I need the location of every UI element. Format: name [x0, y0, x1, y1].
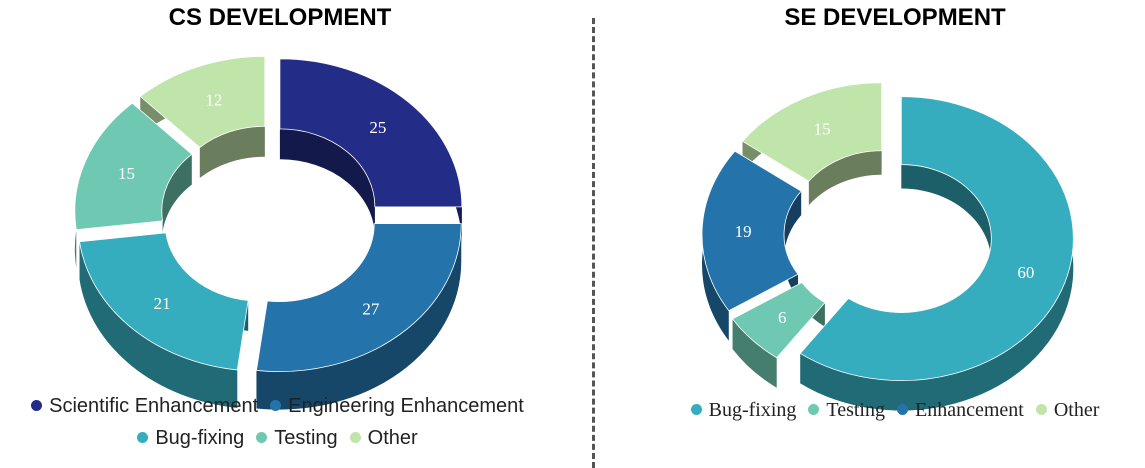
se-slice-side-testing: [732, 318, 777, 388]
se-legend-marker-enhancement: [896, 404, 908, 415]
cs-legend-row: Bug-fixing Testing Other: [0, 422, 555, 454]
se-data-label-bug-fixing: 60: [1017, 263, 1034, 282]
se-legend-label-other: Other: [1053, 399, 1100, 421]
cs-legend-marker-engineering-enhancement: [270, 400, 282, 411]
cs-slice-side-engineering-enhancement: [256, 223, 462, 410]
se-legend-item-enhancement: Enhancement: [896, 394, 1024, 426]
cs-development-panel: CS DEVELOPMENT 25 27 21 15 12 Scientific Enh…: [0, 4, 555, 454]
cs-legend-item-bug-fixing: Bug-fixing: [137, 422, 244, 454]
se-legend-label-testing: Testing: [826, 399, 885, 421]
cs-legend-item-scientific-enhancement: Scientific Enhancement: [31, 390, 258, 422]
se-slice-bug-fixing: [799, 96, 1074, 381]
cs-donut-chart: 25 27 21 15 12: [74, 55, 463, 410]
se-legend-label-enhancement: Enhancement: [914, 399, 1024, 421]
cs-legend-label-scientific-enhancement: Scientific Enhancement: [49, 395, 259, 417]
se-slice-inner-other: [808, 150, 882, 206]
se-donut-chart: 60 6 19 15: [701, 82, 1074, 411]
se-data-label-other: 15: [814, 120, 831, 139]
cs-slice-bug-fixing: [79, 232, 249, 371]
se-slice-side-bug-fixing: [800, 96, 1074, 411]
cs-legend-label-other: Other: [367, 427, 418, 449]
se-legend-item-bug-fixing: Bug-fixing: [690, 394, 797, 426]
se-chart-title: SE DEVELOPMENT: [784, 4, 1006, 31]
cs-data-label-engineering-enhancement: 27: [362, 299, 380, 318]
cs-legend-marker-other: [349, 432, 361, 443]
cs-slice-side-bug-fixing: [79, 241, 238, 408]
se-slice-enhancement: [701, 150, 802, 312]
cs-slice-testing: [74, 102, 193, 231]
se-legend-item-testing: Testing: [808, 394, 885, 426]
se-slice-testing: [731, 281, 826, 359]
cs-legend-item-engineering-enhancement: Engineering Enhancement: [270, 390, 524, 422]
se-legend-label-bug-fixing: Bug-fixing: [708, 399, 797, 421]
se-data-label-testing: 6: [778, 308, 787, 327]
se-data-label-enhancement: 19: [735, 222, 752, 241]
se-legend-item-other: Other: [1035, 394, 1100, 426]
cs-legend: Scientific Enhancement Engineering Enhanc…: [0, 390, 555, 454]
panel-divider: [592, 18, 595, 468]
cs-data-label-other: 12: [205, 90, 222, 109]
se-legend-marker-testing: [808, 404, 820, 415]
cs-chart-title: CS DEVELOPMENT: [168, 4, 392, 31]
cs-legend-label-engineering-enhancement: Engineering Enhancement: [288, 395, 524, 417]
cs-slice-scientific-enhancement: [279, 58, 463, 208]
se-legend-row: Bug-fixing Testing Enhancement Other: [640, 394, 1145, 426]
cs-data-label-testing: 15: [118, 164, 135, 183]
cs-legend-label-bug-fixing: Bug-fixing: [155, 427, 245, 449]
cs-slice-inner-testing: [161, 154, 192, 252]
se-legend: Bug-fixing Testing Enhancement Other: [640, 394, 1145, 426]
cs-legend-label-testing: Testing: [274, 427, 338, 449]
se-development-panel: SE DEVELOPMENT 60 6 19 15 Bug-fixing Testing…: [600, 0, 1145, 468]
cs-legend-marker-bug-fixing: [137, 432, 149, 443]
se-legend-marker-other: [1035, 404, 1047, 415]
cs-legend-item-testing: Testing: [256, 422, 338, 454]
cs-slice-other: [139, 55, 266, 148]
cs-slice-engineering-enhancement: [255, 223, 462, 373]
cs-data-label-scientific-enhancement: 25: [369, 118, 386, 137]
se-legend-marker-bug-fixing: [690, 404, 702, 415]
cs-legend-item-other: Other: [349, 422, 418, 454]
cs-slice-inner-scientific-enhancement: [279, 128, 375, 238]
cs-legend-row: Scientific Enhancement Engineering Enhanc…: [0, 390, 555, 422]
cs-legend-marker-testing: [256, 432, 268, 443]
cs-legend-marker-scientific-enhancement: [31, 400, 43, 411]
cs-data-label-bug-fixing: 21: [154, 294, 171, 313]
se-slice-other: [741, 82, 883, 182]
cs-slice-inner-other: [199, 126, 265, 178]
